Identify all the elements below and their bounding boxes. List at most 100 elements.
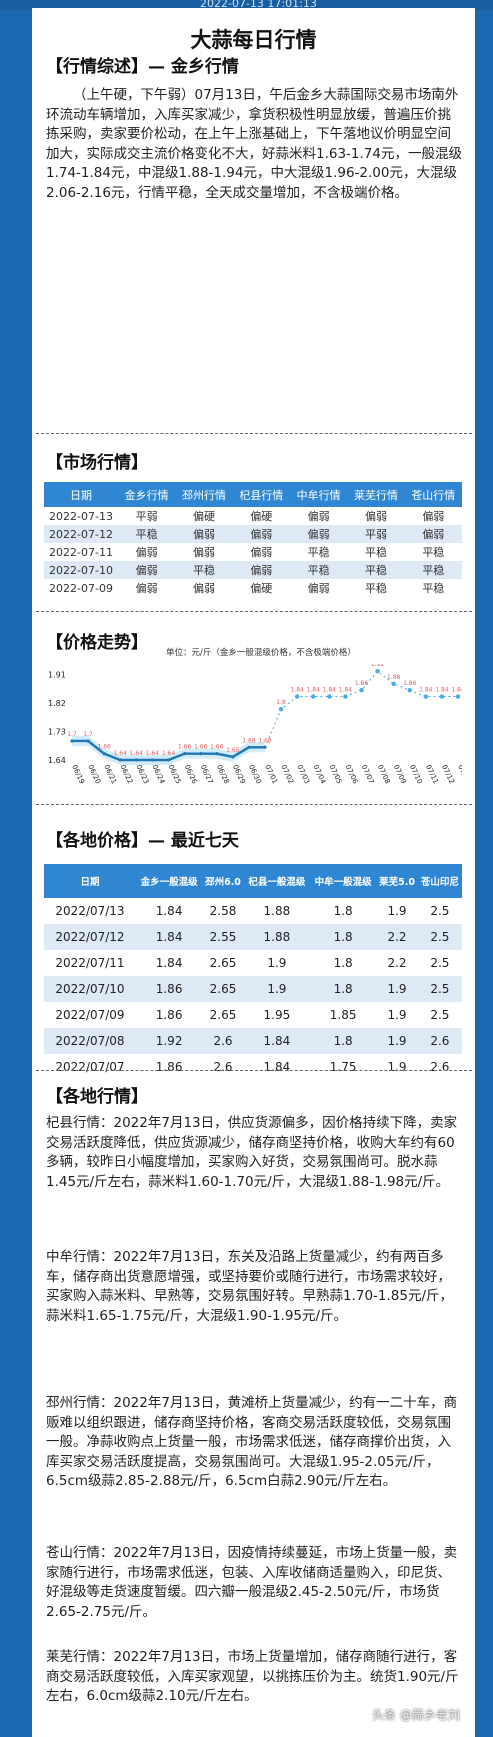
cell: 1.88 (263, 904, 291, 918)
cell: 1.92 (136, 1028, 203, 1054)
cell: 1.86 (155, 1008, 183, 1022)
data-point (247, 745, 251, 749)
y-tick-label: 1.73 (48, 727, 66, 736)
cell: 1.88 (243, 924, 311, 950)
cell: 偏弱 (135, 546, 158, 559)
cell: 2022/07/07 (55, 1060, 125, 1074)
cell: 偏弱 (364, 510, 387, 523)
cell: 偏硬 (192, 510, 215, 523)
market-title: 【市场行情】 (46, 453, 148, 473)
table-row: 2022-07-10 偏弱 平稳 偏弱 平稳 平稳 平稳 (44, 561, 462, 579)
data-point (327, 694, 332, 699)
x-tick-label: 07/02 (279, 763, 295, 785)
overview-title: 【行情综述】— 金乡行情 (46, 57, 239, 77)
cell: 2.6 (417, 1028, 462, 1054)
data-point (182, 752, 187, 756)
cell: 2.65 (209, 956, 237, 970)
data-label: 1.66 (178, 744, 192, 751)
table-row: 2022-07-09 偏弱 偏弱 偏硬 偏弱 平稳 平稳 (44, 579, 462, 597)
cell: 2.5 (417, 924, 462, 950)
col-pizhou: 邳州行情 (175, 482, 233, 507)
cell: 平稳 (404, 561, 462, 579)
data-label: 1.86 (403, 680, 417, 687)
x-tick-label: 06/30 (247, 763, 263, 785)
x-tick-label: 06/22 (118, 763, 134, 785)
data-point (407, 688, 412, 693)
data-label: 1.84 (307, 687, 321, 694)
data-label: 1.64 (130, 750, 144, 757)
x-tick-label: 07/04 (311, 763, 327, 785)
cell: 1.8 (310, 1028, 377, 1054)
x-tick-label: 06/20 (86, 763, 102, 785)
data-label: 1.7 (83, 731, 93, 738)
data-label: 1.92 (371, 664, 385, 668)
data-point (375, 668, 380, 674)
x-tick-label: 06/19 (70, 763, 86, 785)
data-label: 1.65 (226, 747, 240, 754)
top-strip: 2022-07-13 17:01:13 (0, 0, 493, 10)
x-tick-label: 06/28 (215, 763, 231, 785)
col-zhongmou: 中牟一般混级 (310, 864, 377, 898)
cell: 2.6 (430, 1060, 450, 1074)
cell: 2.5 (430, 904, 450, 918)
data-label: 1.84 (323, 687, 337, 694)
cell: 2022/07/10 (44, 976, 136, 1002)
cell: 偏弱 (250, 546, 273, 559)
cell: 1.9 (376, 976, 418, 1002)
cell: 偏弱 (135, 582, 158, 595)
data-label: 1.7 (67, 731, 77, 738)
x-tick-label: 06/25 (167, 763, 183, 785)
cell: 平稳 (422, 582, 445, 595)
data-point (439, 694, 445, 699)
cell: 2022-07-09 (49, 581, 113, 595)
cell: 2.2 (387, 956, 407, 970)
data-label: 1.66 (194, 744, 208, 751)
col-pizhou: 邳州6.0 (202, 864, 244, 898)
divider (36, 433, 472, 434)
table-header-row: 日期 金乡一般混级 邳州6.0 杞县一般混级 中牟一般混级 莱芜5.0 苍山印尼 (44, 864, 462, 898)
col-cangshan: 苍山行情 (404, 482, 462, 507)
col-zhongmou: 中牟行情 (289, 482, 348, 507)
table-row: 2022/07/08 1.92 2.6 1.84 1.8 1.9 2.6 (44, 1028, 462, 1054)
col-cangshan: 苍山印尼 (417, 864, 462, 898)
cell: 1.86 (155, 1060, 183, 1074)
cell: 偏弱 (307, 510, 330, 523)
x-tick-label: 07/12 (440, 763, 456, 785)
table-row: 2022-07-11 偏弱 偏弱 偏弱 平稳 平稳 平稳 (44, 543, 462, 561)
table-header-row: 日期 金乡行情 邳州行情 杞县行情 中牟行情 莱芜行情 苍山行情 (44, 482, 462, 507)
col-jinxiang: 金乡行情 (118, 482, 176, 507)
divider (36, 1070, 472, 1071)
data-point (199, 752, 203, 756)
cell: 平稳 (422, 546, 445, 559)
data-label: 1.64 (114, 750, 128, 757)
cangshan-text: 苍山行情：2022年7月13日，因疫情持续蔓延，市场上货量一般，卖家随行进行，市… (46, 1545, 458, 1620)
data-point (166, 758, 171, 762)
data-label: 1.84 (290, 687, 304, 694)
data-point (391, 681, 396, 687)
cell: 偏弱 (192, 582, 215, 595)
timestamp: 2022-07-13 17:01:13 (200, 0, 317, 10)
cell: 1.8 (310, 976, 377, 1002)
data-point (134, 758, 138, 762)
watermark: 头条 @蒜乡老刘 (372, 1708, 460, 1722)
data-point (102, 752, 106, 756)
table-row: 2022-07-13 平弱 偏硬 偏硬 偏弱 偏弱 偏弱 (44, 507, 462, 525)
cell: 1.75 (329, 1060, 357, 1074)
divider (36, 804, 472, 805)
x-tick-label: 06/24 (151, 763, 167, 785)
cell: 2.55 (202, 924, 244, 950)
data-point (455, 694, 461, 699)
cell: 偏弱 (118, 561, 176, 579)
cell: 2022/07/11 (55, 956, 125, 970)
cell: 2.2 (376, 924, 418, 950)
data-label: 1.66 (97, 744, 111, 751)
x-tick-label: 06/27 (199, 763, 215, 785)
cell: 偏弱 (422, 510, 445, 523)
col-laiwu: 莱芜5.0 (376, 864, 418, 898)
x-tick-label: 07/13 (456, 763, 462, 785)
x-tick-label: 06/21 (102, 763, 118, 785)
x-tick-label: 07/06 (344, 763, 360, 785)
x-tick-label: 06/29 (231, 763, 247, 785)
cell: 2.58 (209, 904, 237, 918)
cell: 2.5 (417, 976, 462, 1002)
